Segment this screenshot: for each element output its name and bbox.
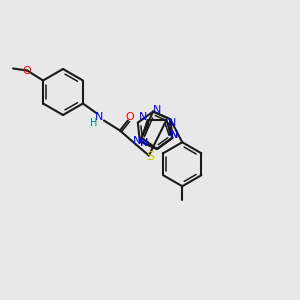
Text: N: N bbox=[168, 118, 176, 128]
Text: N: N bbox=[95, 112, 103, 122]
Text: N: N bbox=[140, 138, 148, 148]
Text: S: S bbox=[146, 150, 154, 163]
Text: O: O bbox=[125, 112, 134, 122]
Text: N: N bbox=[133, 136, 141, 146]
Text: H: H bbox=[90, 118, 98, 128]
Text: N: N bbox=[138, 112, 147, 122]
Text: N: N bbox=[170, 130, 178, 140]
Text: N: N bbox=[170, 130, 178, 140]
Text: O: O bbox=[23, 65, 32, 76]
Text: N: N bbox=[140, 138, 148, 148]
Text: N: N bbox=[153, 105, 161, 115]
